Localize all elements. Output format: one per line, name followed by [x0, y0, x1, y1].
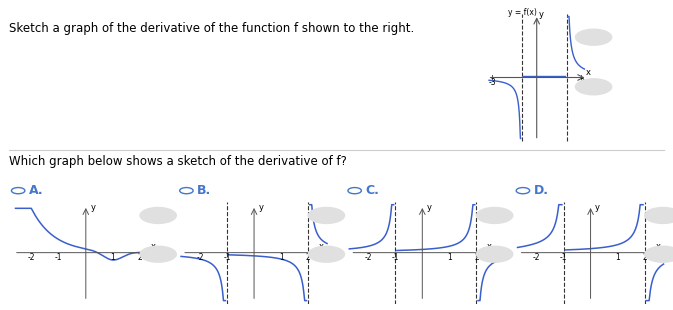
Text: -2: -2: [28, 253, 36, 262]
Text: -1: -1: [560, 253, 567, 262]
Text: x: x: [586, 68, 591, 77]
Text: x: x: [319, 241, 324, 250]
Text: B.: B.: [197, 184, 211, 197]
Text: -1: -1: [55, 253, 63, 262]
Text: 1: 1: [447, 253, 452, 262]
Text: 3: 3: [579, 78, 584, 86]
Text: y: y: [595, 203, 600, 212]
Text: 1: 1: [279, 253, 283, 262]
Text: -1: -1: [392, 253, 399, 262]
Text: y: y: [427, 203, 432, 212]
Text: -3: -3: [488, 78, 496, 86]
Text: Which graph below shows a sketch of the derivative of f?: Which graph below shows a sketch of the …: [9, 155, 347, 168]
Text: -2: -2: [533, 253, 540, 262]
Text: C.: C.: [365, 184, 380, 197]
Text: -1: -1: [223, 253, 231, 262]
Text: x: x: [656, 241, 660, 250]
Text: x: x: [487, 241, 492, 250]
Text: y: y: [258, 203, 264, 212]
Text: D.: D.: [534, 184, 548, 197]
Text: 2: 2: [474, 253, 479, 262]
Text: 1: 1: [615, 253, 620, 262]
Text: x: x: [151, 241, 155, 250]
Text: -2: -2: [365, 253, 372, 262]
Text: 2: 2: [642, 253, 647, 262]
Text: 1: 1: [110, 253, 115, 262]
Text: Sketch a graph of the derivative of the function f shown to the right.: Sketch a graph of the derivative of the …: [9, 22, 414, 35]
Text: y: y: [90, 203, 96, 212]
Text: y: y: [538, 11, 544, 20]
Text: 2: 2: [306, 253, 310, 262]
Text: y = f(x): y = f(x): [508, 8, 537, 17]
Text: A.: A.: [29, 184, 44, 197]
Text: 2: 2: [137, 253, 142, 262]
Text: -2: -2: [197, 253, 204, 262]
